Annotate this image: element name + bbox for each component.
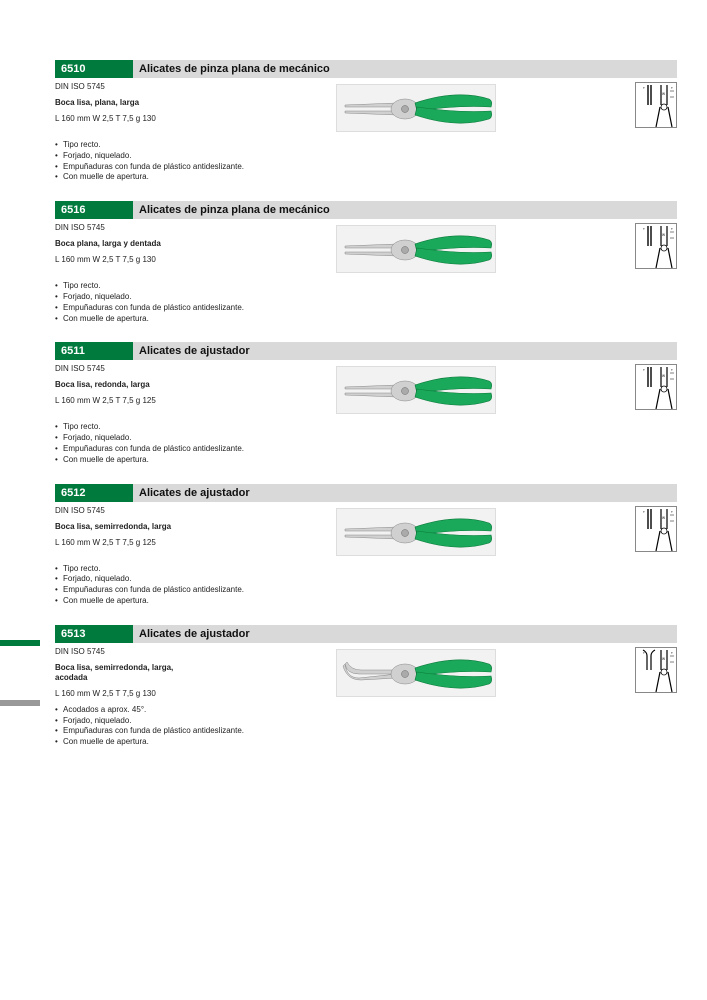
feature-item: Forjado, niquelado. — [55, 151, 677, 162]
svg-text:W: W — [662, 92, 665, 96]
product-shape: Boca lisa, semirredonda, larga — [55, 522, 201, 532]
feature-item: Empuñaduras con funda de plástico antide… — [55, 303, 677, 314]
feature-item: Con muelle de apertura. — [55, 737, 677, 748]
feature-item: Forjado, niquelado. — [55, 292, 677, 303]
feature-item: Con muelle de apertura. — [55, 314, 677, 325]
svg-text:T: T — [643, 651, 645, 655]
product-shape: Boca lisa, plana, larga — [55, 98, 201, 108]
product-6516: 6516Alicates de pinza plana de mecánico D… — [55, 201, 677, 324]
svg-text:T: T — [643, 368, 645, 372]
svg-text:T: T — [643, 227, 645, 231]
feature-item: Forjado, niquelado. — [55, 716, 677, 727]
product-code: 6510 — [55, 60, 133, 78]
dimension-diagram: T W T — [635, 506, 677, 552]
feature-item: Forjado, niquelado. — [55, 574, 677, 585]
feature-list: Acodados a aprox. 45°.Forjado, niquelado… — [55, 705, 677, 748]
svg-text:T: T — [671, 368, 673, 372]
product-spec: L 160 mm W 2,5 T 7,5 g 125 — [55, 538, 201, 548]
product-shape: Boca plana, larga y dentada — [55, 239, 201, 249]
dimension-diagram: T W T — [635, 364, 677, 410]
side-tab-gray — [0, 700, 40, 706]
feature-item: Con muelle de apertura. — [55, 172, 677, 183]
product-header: 6513Alicates de ajustador — [55, 625, 677, 643]
feature-item: Tipo recto. — [55, 564, 677, 575]
product-shape: Boca lisa, redonda, larga — [55, 380, 201, 390]
product-title: Alicates de pinza plana de mecánico — [133, 60, 677, 78]
dimension-diagram: T W T — [635, 223, 677, 269]
feature-item: Tipo recto. — [55, 422, 677, 433]
product-code: 6513 — [55, 625, 133, 643]
svg-text:W: W — [662, 233, 665, 237]
feature-list: Tipo recto.Forjado, niquelado.Empuñadura… — [55, 422, 677, 465]
product-photo — [336, 366, 496, 414]
feature-item: Acodados a aprox. 45°. — [55, 705, 677, 716]
product-spec: L 160 mm W 2,5 T 7,5 g 130 — [55, 114, 201, 124]
product-photo — [336, 225, 496, 273]
product-standard: DIN ISO 5745 — [55, 506, 201, 516]
product-photo — [336, 649, 496, 697]
feature-item: Con muelle de apertura. — [55, 596, 677, 607]
svg-text:T: T — [643, 510, 645, 514]
product-6510: 6510Alicates de pinza plana de mecánico D… — [55, 60, 677, 183]
product-shape: Boca lisa, semirredonda, larga, acodada — [55, 663, 201, 683]
svg-text:T: T — [643, 86, 645, 90]
product-standard: DIN ISO 5745 — [55, 82, 201, 92]
product-title: Alicates de pinza plana de mecánico — [133, 201, 677, 219]
feature-item: Tipo recto. — [55, 140, 677, 151]
product-spec: L 160 mm W 2,5 T 7,5 g 130 — [55, 689, 201, 699]
product-standard: DIN ISO 5745 — [55, 223, 201, 233]
feature-item: Tipo recto. — [55, 281, 677, 292]
product-6512: 6512Alicates de ajustador DIN ISO 5745 Boc… — [55, 484, 677, 607]
product-header: 6511Alicates de ajustador — [55, 342, 677, 360]
svg-text:T: T — [671, 510, 673, 514]
feature-item: Empuñaduras con funda de plástico antide… — [55, 162, 677, 173]
side-tab-green — [0, 640, 40, 646]
svg-text:T: T — [671, 651, 673, 655]
feature-list: Tipo recto.Forjado, niquelado.Empuñadura… — [55, 140, 677, 183]
product-code: 6512 — [55, 484, 133, 502]
product-6513: 6513Alicates de ajustador DIN ISO 5745 Boc… — [55, 625, 677, 748]
product-spec: L 160 mm W 2,5 T 7,5 g 125 — [55, 396, 201, 406]
feature-item: Con muelle de apertura. — [55, 455, 677, 466]
product-code: 6516 — [55, 201, 133, 219]
product-standard: DIN ISO 5745 — [55, 364, 201, 374]
product-title: Alicates de ajustador — [133, 625, 677, 643]
product-code: 6511 — [55, 342, 133, 360]
dimension-diagram: T W T — [635, 82, 677, 128]
svg-text:W: W — [662, 374, 665, 378]
product-6511: 6511Alicates de ajustador DIN ISO 5745 Boc… — [55, 342, 677, 465]
svg-text:W: W — [662, 657, 665, 661]
product-photo — [336, 508, 496, 556]
product-spec: L 160 mm W 2,5 T 7,5 g 130 — [55, 255, 201, 265]
product-header: 6516Alicates de pinza plana de mecánico — [55, 201, 677, 219]
svg-text:T: T — [671, 86, 673, 90]
product-photo — [336, 84, 496, 132]
product-header: 6510Alicates de pinza plana de mecánico — [55, 60, 677, 78]
product-standard: DIN ISO 5745 — [55, 647, 201, 657]
feature-item: Forjado, niquelado. — [55, 433, 677, 444]
feature-list: Tipo recto.Forjado, niquelado.Empuñadura… — [55, 281, 677, 324]
svg-text:T: T — [671, 227, 673, 231]
dimension-diagram: T W T — [635, 647, 677, 693]
product-title: Alicates de ajustador — [133, 484, 677, 502]
feature-list: Tipo recto.Forjado, niquelado.Empuñadura… — [55, 564, 677, 607]
feature-item: Empuñaduras con funda de plástico antide… — [55, 726, 677, 737]
product-title: Alicates de ajustador — [133, 342, 677, 360]
product-header: 6512Alicates de ajustador — [55, 484, 677, 502]
svg-text:W: W — [662, 516, 665, 520]
feature-item: Empuñaduras con funda de plástico antide… — [55, 444, 677, 455]
feature-item: Empuñaduras con funda de plástico antide… — [55, 585, 677, 596]
